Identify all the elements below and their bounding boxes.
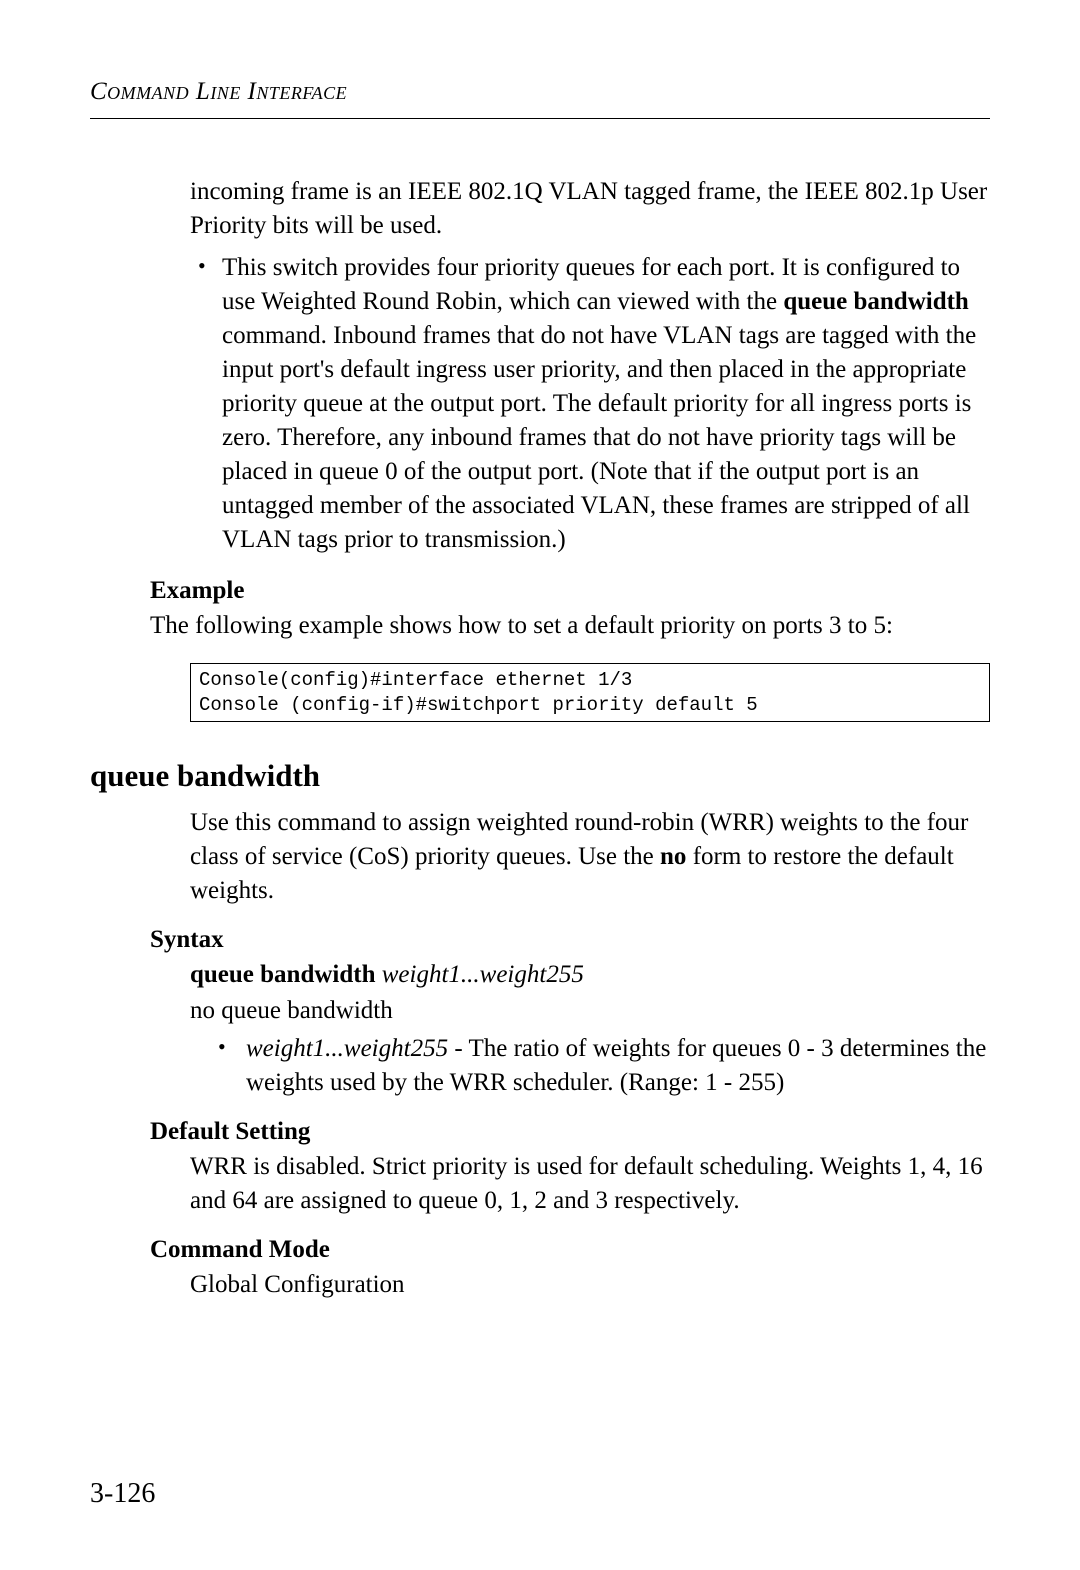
command-mode-text: Global Configuration xyxy=(190,1268,990,1302)
body-content: incoming frame is an IEEE 802.1Q VLAN ta… xyxy=(190,175,990,557)
syntax-cmd-italic: weight1...weight255 xyxy=(382,961,584,988)
example-heading: Example xyxy=(150,577,990,605)
page-header: Command Line Interface xyxy=(90,78,990,106)
header-rule xyxy=(90,118,990,119)
bullet-text-bold: queue bandwidth xyxy=(783,288,969,315)
command-mode-heading: Command Mode xyxy=(150,1236,990,1264)
example-intro: The following example shows how to set a… xyxy=(150,609,990,643)
list-item: This switch provides four priority queue… xyxy=(190,251,990,557)
section-title: queue bandwidth xyxy=(90,758,990,794)
syntax-no-form: no queue bandwidth xyxy=(190,994,990,1028)
syntax-command: queue bandwidth weight1...weight255 xyxy=(190,958,990,992)
syntax-heading: Syntax xyxy=(150,926,990,954)
syntax-param-list: weight1...weight255 - The ratio of weigh… xyxy=(190,1032,990,1100)
continuation-paragraph: incoming frame is an IEEE 802.1Q VLAN ta… xyxy=(190,175,990,243)
default-setting-heading: Default Setting xyxy=(150,1118,990,1146)
default-setting-text: WRR is disabled. Strict priority is used… xyxy=(190,1150,990,1218)
desc-bold: no xyxy=(660,843,686,870)
syntax-block: queue bandwidth weight1...weight255 no q… xyxy=(190,958,990,1100)
section-description: Use this command to assign weighted roun… xyxy=(190,806,990,908)
code-example: Console(config)#interface ethernet 1/3 C… xyxy=(190,663,990,722)
page-number: 3-126 xyxy=(90,1478,155,1510)
syntax-cmd-bold: queue bandwidth xyxy=(190,961,376,988)
bullet-list: This switch provides four priority queue… xyxy=(190,251,990,557)
param-name: weight1...weight255 xyxy=(246,1035,448,1062)
list-item: weight1...weight255 - The ratio of weigh… xyxy=(190,1032,990,1100)
bullet-text-post: command. Inbound frames that do not have… xyxy=(222,322,976,553)
